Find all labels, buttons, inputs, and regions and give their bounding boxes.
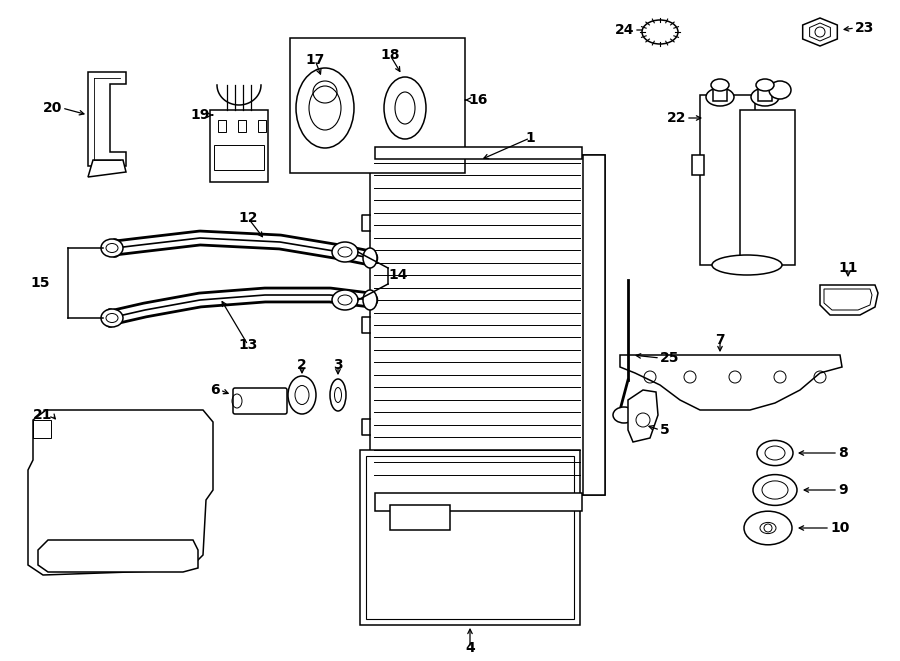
Text: 24: 24 <box>615 23 634 37</box>
Text: 5: 5 <box>660 423 670 437</box>
Text: 23: 23 <box>855 21 875 35</box>
Polygon shape <box>88 72 126 166</box>
Ellipse shape <box>296 68 354 148</box>
Text: 19: 19 <box>191 108 210 122</box>
Ellipse shape <box>753 475 797 506</box>
Bar <box>210 110 268 182</box>
Text: 21: 21 <box>32 408 52 422</box>
Bar <box>740 110 795 265</box>
Bar <box>758 85 772 101</box>
Ellipse shape <box>101 239 123 257</box>
Bar <box>370 155 605 495</box>
Bar <box>238 120 246 132</box>
Ellipse shape <box>109 239 121 257</box>
Text: 14: 14 <box>388 268 408 282</box>
Ellipse shape <box>769 81 791 99</box>
Bar <box>33 420 51 438</box>
Polygon shape <box>620 355 842 410</box>
Ellipse shape <box>712 255 782 275</box>
Text: 8: 8 <box>838 446 848 460</box>
Bar <box>214 145 264 170</box>
Polygon shape <box>38 540 198 572</box>
Ellipse shape <box>330 379 346 411</box>
Bar <box>290 38 465 173</box>
Text: 7: 7 <box>716 333 724 347</box>
Bar <box>258 120 266 132</box>
Ellipse shape <box>642 20 678 44</box>
Text: 2: 2 <box>297 358 307 372</box>
Text: 16: 16 <box>468 93 488 107</box>
Bar <box>360 450 580 625</box>
Ellipse shape <box>751 88 779 106</box>
Bar <box>713 85 727 101</box>
Ellipse shape <box>711 79 729 91</box>
Polygon shape <box>88 160 126 177</box>
Text: 18: 18 <box>380 48 400 62</box>
Bar <box>692 155 704 175</box>
Text: 6: 6 <box>211 383 220 397</box>
Bar <box>390 505 450 530</box>
Ellipse shape <box>101 309 123 327</box>
Text: 4: 4 <box>465 641 475 655</box>
FancyBboxPatch shape <box>233 388 287 414</box>
Text: 1: 1 <box>525 131 535 145</box>
Text: 22: 22 <box>667 111 686 125</box>
Bar <box>375 493 582 511</box>
Text: 3: 3 <box>333 358 343 372</box>
Bar <box>583 155 605 495</box>
Text: 12: 12 <box>238 211 257 225</box>
Ellipse shape <box>706 88 734 106</box>
Bar <box>700 95 755 265</box>
Ellipse shape <box>332 242 358 262</box>
Text: 11: 11 <box>838 261 858 275</box>
Text: 25: 25 <box>660 351 680 365</box>
Polygon shape <box>28 410 213 575</box>
Ellipse shape <box>363 290 377 310</box>
Polygon shape <box>803 18 837 46</box>
Bar <box>375 147 582 159</box>
Text: 15: 15 <box>31 276 50 290</box>
Text: 13: 13 <box>238 338 257 352</box>
Text: 20: 20 <box>42 101 62 115</box>
Ellipse shape <box>288 376 316 414</box>
Ellipse shape <box>613 407 635 423</box>
Ellipse shape <box>756 79 774 91</box>
Ellipse shape <box>363 248 377 268</box>
Polygon shape <box>820 285 878 315</box>
Bar <box>366 456 574 619</box>
Ellipse shape <box>384 77 426 139</box>
Ellipse shape <box>744 511 792 545</box>
Polygon shape <box>628 390 658 442</box>
Ellipse shape <box>332 290 358 310</box>
Text: 17: 17 <box>305 53 325 67</box>
Text: 10: 10 <box>830 521 850 535</box>
Text: 9: 9 <box>838 483 848 497</box>
Ellipse shape <box>104 309 116 327</box>
Bar <box>218 120 226 132</box>
Ellipse shape <box>757 440 793 465</box>
